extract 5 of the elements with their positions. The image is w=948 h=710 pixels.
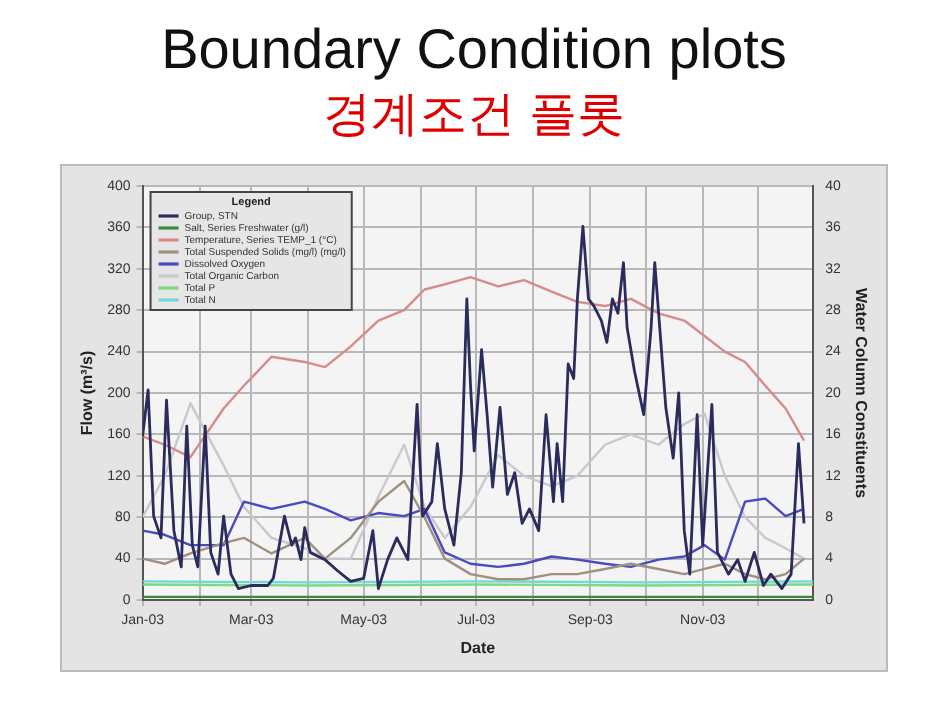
chart-title: Boundary Condition plots	[159, 16, 789, 84]
x-axis-title: Date	[460, 638, 497, 657]
chart-subtitle: 경계조건 플롯	[321, 86, 627, 146]
y-axis-title: Flow (m³/s)	[78, 350, 97, 436]
y2-axis-title: Water Column Constituents	[851, 287, 870, 500]
